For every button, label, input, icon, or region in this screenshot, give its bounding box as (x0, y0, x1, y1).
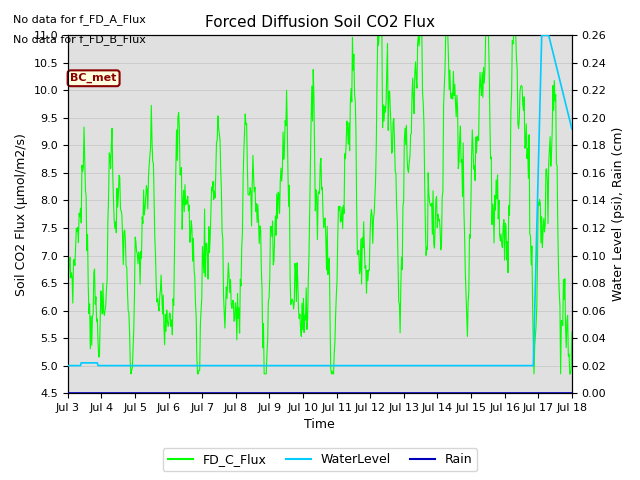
Text: BC_met: BC_met (70, 73, 116, 84)
X-axis label: Time: Time (305, 419, 335, 432)
Legend: FD_C_Flux, WaterLevel, Rain: FD_C_Flux, WaterLevel, Rain (163, 448, 477, 471)
Text: No data for f_FD_A_Flux: No data for f_FD_A_Flux (13, 14, 146, 25)
Y-axis label: Soil CO2 Flux (μmol/m2/s): Soil CO2 Flux (μmol/m2/s) (15, 133, 28, 296)
Title: Forced Diffusion Soil CO2 Flux: Forced Diffusion Soil CO2 Flux (205, 15, 435, 30)
Y-axis label: Water Level (psi), Rain (cm): Water Level (psi), Rain (cm) (612, 127, 625, 301)
Text: No data for f_FD_B_Flux: No data for f_FD_B_Flux (13, 34, 146, 45)
